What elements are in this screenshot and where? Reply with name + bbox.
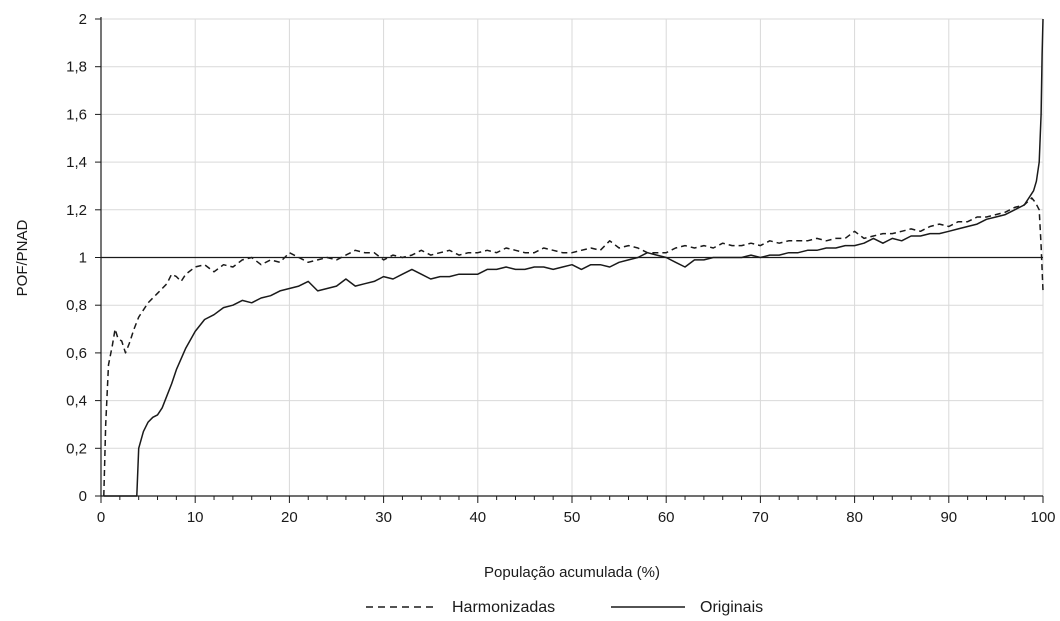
- y-axis-label: POF/PNAD: [14, 219, 31, 296]
- legend: Harmonizadas Originais: [366, 599, 763, 616]
- y-tick-label: 0: [79, 488, 87, 505]
- x-axis-label: População acumulada (%): [484, 564, 660, 581]
- legend-label-originais: Originais: [700, 599, 763, 616]
- x-tick-label: 60: [658, 509, 675, 526]
- series-line-harmonizadas: [103, 197, 1044, 497]
- x-tick-label: 90: [940, 509, 957, 526]
- y-tick-label: 1: [79, 250, 87, 267]
- x-tick-label: 70: [752, 509, 769, 526]
- axes: [95, 17, 1044, 503]
- legend-label-harmonizadas: Harmonizadas: [452, 599, 555, 616]
- x-tick-label: 0: [97, 509, 105, 526]
- y-tick-label: 0,2: [66, 440, 87, 457]
- y-tick-label: 2: [79, 11, 87, 28]
- y-tick-label: 0,8: [66, 297, 87, 314]
- x-tick-label: 80: [846, 509, 863, 526]
- x-tick-label: 10: [187, 509, 204, 526]
- x-tick-label: 100: [1030, 509, 1055, 526]
- y-tick-label: 1,6: [66, 106, 87, 123]
- grid: [101, 18, 1044, 496]
- x-tick-label: 50: [564, 509, 581, 526]
- series-lines: [103, 18, 1044, 497]
- x-tick-label: 30: [375, 509, 392, 526]
- y-tick-label: 1,2: [66, 202, 87, 219]
- tick-labels: 00,20,40,60,811,21,41,61,820 10 20 30 40 50 60…: [66, 11, 1055, 526]
- series-line-originais: [103, 18, 1044, 497]
- y-tick-label: 1,8: [66, 59, 87, 76]
- y-tick-label: 0,6: [66, 345, 87, 362]
- y-tick-label: 0,4: [66, 393, 87, 410]
- y-tick-label: 1,4: [66, 154, 87, 171]
- x-tick-label: 20: [281, 509, 298, 526]
- x-tick-label: 40: [469, 509, 486, 526]
